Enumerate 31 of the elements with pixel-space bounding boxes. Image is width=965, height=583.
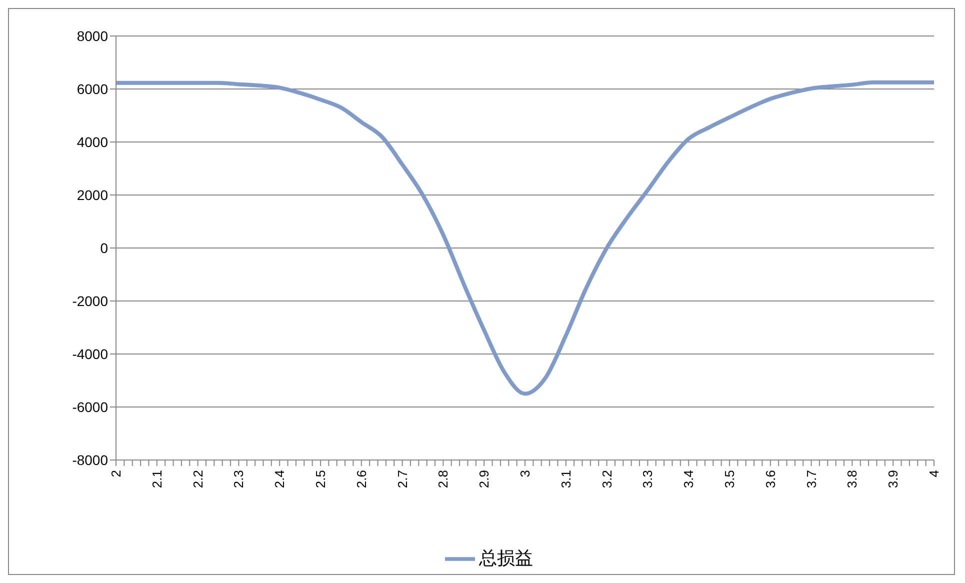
x-tick-label: 2.6 [354,470,369,488]
x-tick-label: 4 [926,470,942,478]
x-tick-label: 2.8 [436,470,451,488]
x-tick-label: 3 [518,470,532,478]
x-tick-label: 2.3 [231,470,246,488]
y-tick-label: -6000 [72,398,108,415]
x-tick-label: 3.2 [599,470,614,488]
y-tick-label: -8000 [72,452,108,468]
x-tick-label: 3.1 [558,470,574,488]
y-tick-label: 4000 [76,134,108,150]
x-tick-label: 2.9 [476,470,492,488]
x-tick-label: 2.5 [313,470,328,488]
y-tick-label: -4000 [72,346,108,362]
y-tick-label: 8000 [76,28,108,44]
x-tick-label: 3.4 [681,470,696,488]
x-tick-label: 2.7 [394,470,410,488]
x-tick-label: 3.7 [804,470,819,488]
y-tick-label: 0 [100,240,108,256]
x-tick-label: 3.9 [886,470,901,488]
y-tick-label: 6000 [76,80,108,97]
x-tick-label: 2.2 [190,470,206,488]
x-tick-label: 3.5 [722,470,737,488]
y-tick-label: -2000 [72,292,108,309]
legend-label: 总损益 [479,548,533,568]
y-tick-label: 2000 [76,186,108,203]
x-tick-label: 2 [108,470,124,478]
x-tick-label: 3.3 [640,470,656,488]
x-tick-label: 3.8 [844,470,860,488]
x-tick-label: 2.1 [149,470,164,488]
x-tick-label: 3.6 [762,470,778,488]
x-tick-label: 2.4 [272,470,288,488]
